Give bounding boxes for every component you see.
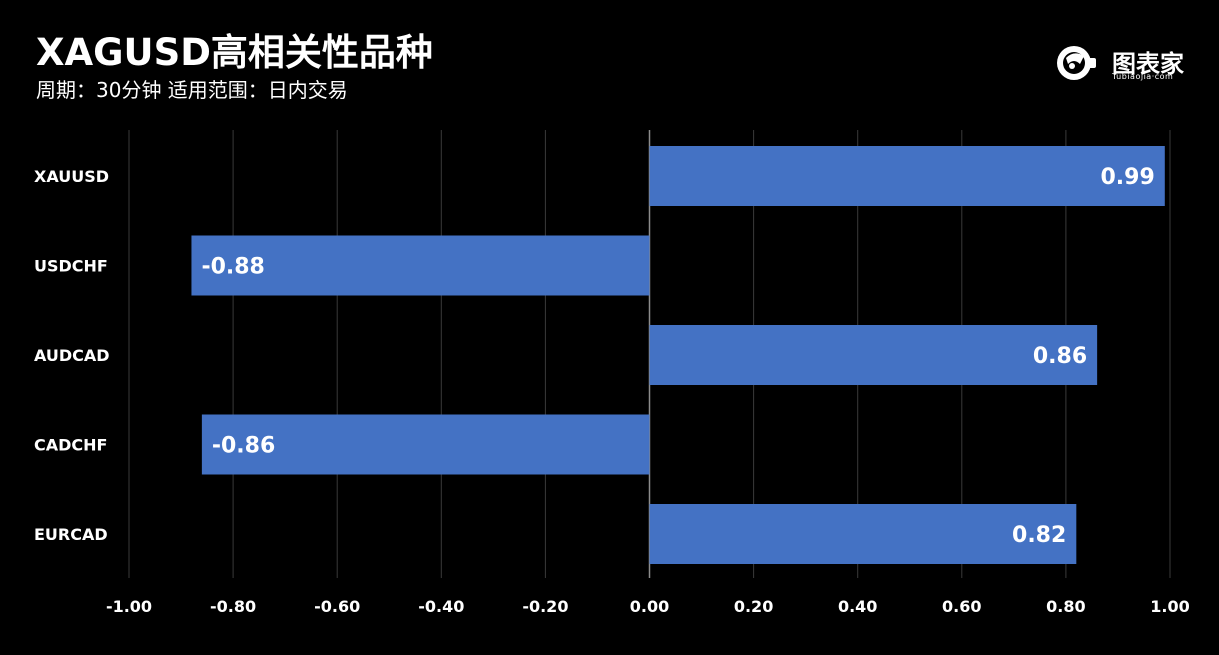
x-tick-label: -0.20 [522,597,568,616]
bar-xauusd [649,146,1165,206]
chart-subtitle: 周期：30分钟 适用范围：日内交易 [36,78,348,102]
bars [191,146,1165,564]
x-tick-label: 0.60 [942,597,981,616]
brand-url: Tubiaojia·com [1112,72,1174,81]
x-tick-label: -0.80 [210,597,256,616]
bar-audcad [649,325,1098,385]
bar-eurcad [649,504,1077,564]
x-tick-label: 0.40 [838,597,877,616]
data-label: -0.88 [201,255,264,280]
x-tick-label: 0.20 [734,597,773,616]
x-tick-label: -0.60 [314,597,360,616]
brand-logo: 图表家 Tubiaojia·com [1052,42,1192,84]
category-label: USDCHF [34,257,108,276]
data-label: 0.86 [1033,344,1087,369]
data-label: 0.82 [1012,523,1066,548]
chart-title: XAGUSD高相关性品种 [36,31,433,74]
x-tick-label: 0.80 [1046,597,1085,616]
category-label: XAUUSD [34,167,109,186]
x-tick-label: 1.00 [1150,597,1189,616]
labels: -1.00 -0.80 -0.60 -0.40 -0.20 0.00 0.20 0.40 0.6… [34,165,1190,616]
bar-usdchf [191,235,650,296]
category-label: CADCHF [34,436,107,455]
brand-name: 图表家 [1112,50,1184,78]
bar-cadchf [201,414,650,475]
category-label: EURCAD [34,525,108,544]
data-label: 0.99 [1101,165,1155,190]
tubiaojia-logo-icon [1057,46,1096,80]
x-tick-label: 0.00 [630,597,669,616]
x-tick-label: -0.40 [418,597,464,616]
data-label: -0.86 [212,434,275,459]
x-tick-label: -1.00 [106,597,152,616]
category-label: AUDCAD [34,346,110,365]
